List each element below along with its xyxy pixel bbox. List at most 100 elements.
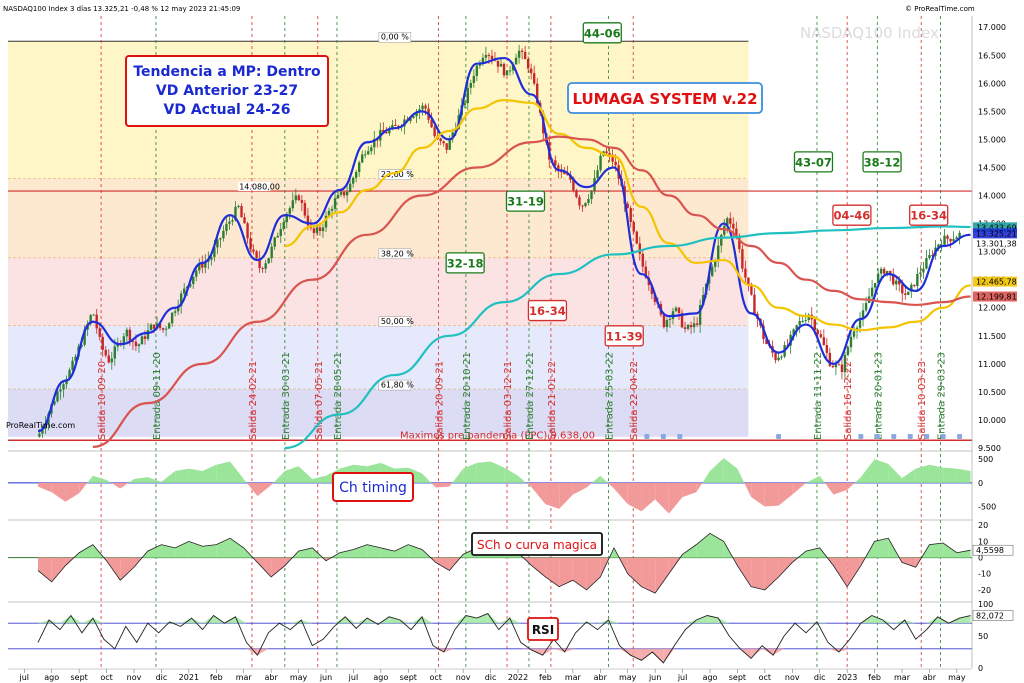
candle-body [270,246,273,259]
x-tick-label: 2022 [508,673,528,682]
y-tick-label: 16.500 [978,51,1006,60]
candle-body [439,138,442,142]
area-positive [147,477,162,483]
candle-body [632,222,635,232]
candle-body [804,320,807,322]
candle-body [689,325,693,328]
x-tick-label: dic [156,673,168,682]
signal-label: Entrada 29-03-23 [936,352,947,440]
candle-body [327,210,331,216]
candle-body [312,228,316,233]
area-negative [833,482,848,495]
signal-label: Entrada 30-03-21 [281,352,292,440]
signal-label: Salida 21-01-22 [547,361,558,440]
candle-body [732,223,735,229]
candle-body [822,337,826,346]
candle-body [683,327,687,329]
candle-body [273,237,276,247]
candle-body [167,323,171,329]
y-tick-label: -500 [978,503,996,512]
signal-label: Entrada 20-01-23 [873,352,884,440]
candle-body [650,285,654,294]
candle-body [315,227,319,233]
candle-body [451,132,454,139]
rsi-oversold-fill [246,648,258,656]
area-segment [702,470,710,483]
candle-body [137,344,141,347]
candle-body [424,105,427,109]
signal-label: Salida 16-12-22 [843,361,854,440]
candle-body [481,57,485,64]
candle-body [901,284,904,294]
area-negative [751,557,765,590]
area-negative [655,557,669,594]
area-negative [559,482,573,509]
y-tick-label: 11.500 [978,332,1006,341]
rsi-overbought-fill [345,616,357,624]
rsi-overbought-fill [476,613,488,624]
y-tick-label: 14.000 [978,192,1006,201]
candle-body [59,389,62,392]
candle-body [140,336,144,345]
y-tick-label: 0 [978,479,983,488]
rsi-overbought-fill [334,616,346,624]
ratio-box [862,151,902,173]
candle-body [179,293,183,306]
candle-body [469,82,473,88]
area-positive [298,547,313,558]
rsi-overbought-fill [356,618,368,624]
candle-body [514,57,518,65]
candle-body [913,284,916,287]
candle-body [557,165,560,172]
rsi-overbought-fill [59,615,71,624]
candle-body [213,247,216,257]
candle-body [339,192,343,195]
candle-body [430,119,433,128]
candle-body [895,280,898,285]
candle-body [674,307,678,312]
area-negative [51,557,66,582]
area-positive [230,538,244,558]
candle-body [448,138,451,150]
signal-label: Entrada 09-11-20 [152,352,163,440]
area-positive [929,464,944,483]
candle-body [83,329,86,345]
x-tick-label: may [948,673,966,682]
rsi-overbought-fill [454,615,466,624]
candle-body [692,323,696,328]
candle-body [952,239,955,242]
area-negative [257,557,272,577]
candle-body [98,328,101,337]
rsi-overbought-fill [608,620,620,624]
ratio-label: 16-34 [910,209,947,223]
y-tick-label: 10.000 [978,416,1006,425]
candle-body [738,235,741,250]
area-negative [641,482,656,512]
rsi-overbought-fill [389,616,401,624]
candle-body [662,314,666,328]
area-negative [51,482,66,502]
candle-body [170,312,174,324]
candle-body [385,132,388,134]
chart-title: NASDAQ100 Index 3 días 13.325,21 -0,48 %… [3,5,240,13]
candle-body [258,258,261,269]
signal-label: Salida 07-05-21 [314,361,325,440]
rsi-overbought-fill [158,621,170,624]
candle-body [152,324,156,329]
candle-body [176,305,180,312]
signal-label: Entrada 27-12-21 [525,352,536,440]
candle-body [210,256,213,260]
area-segment [819,475,825,483]
candle-body [849,336,853,348]
candle-body [231,220,234,222]
price-tag-label: 82,072 [976,612,1004,621]
candle-body [720,234,723,246]
signal-label: Entrada 28-05-21 [333,352,344,440]
x-tick-label: sept [400,673,417,682]
candle-body [575,190,578,198]
candle-body [499,63,503,67]
rsi-overbought-fill [38,620,49,624]
candle-body [919,272,922,274]
x-tick-label: jun [648,673,661,682]
area-negative [38,482,52,493]
